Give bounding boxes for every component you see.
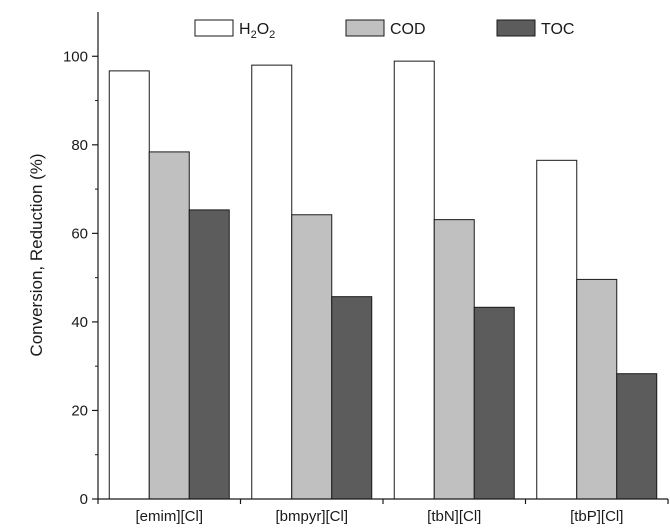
y-tick-label: 100 <box>63 48 88 65</box>
bar-toc-3 <box>474 307 514 499</box>
bar-h2o2-2 <box>252 65 292 499</box>
bar-h2o2-4 <box>537 160 577 499</box>
x-category-label: [bmpyr][Cl] <box>275 508 348 525</box>
y-tick-label: 40 <box>71 314 88 331</box>
bar-toc-4 <box>617 374 657 499</box>
bar-h2o2-1 <box>109 71 149 499</box>
x-category-label: [tbN][Cl] <box>427 508 481 525</box>
legend-swatch-cod <box>346 20 384 36</box>
bar-cod-3 <box>434 220 474 499</box>
y-tick-label: 80 <box>71 137 88 154</box>
legend-label-h2o2: H2O2 <box>239 21 275 41</box>
bar-toc-2 <box>332 297 372 499</box>
legend-label-toc: TOC <box>541 21 574 38</box>
legend-swatch-toc <box>497 20 535 36</box>
bar-cod-4 <box>577 279 617 499</box>
bar-cod-1 <box>149 152 189 499</box>
bar-toc-1 <box>189 210 229 499</box>
legend-swatch-h2o2 <box>195 20 233 36</box>
x-category-label: [emim][Cl] <box>136 508 204 525</box>
x-category-label: [tbP][Cl] <box>570 508 623 525</box>
y-axis-title: Conversion, Reduction (%) <box>27 153 46 356</box>
bars-layer <box>109 61 657 499</box>
bar-cod-2 <box>292 215 332 499</box>
legend: H2O2 COD TOC <box>195 20 574 41</box>
y-tick-label: 0 <box>80 491 88 508</box>
y-tick-label: 60 <box>71 225 88 242</box>
legend-label-cod: COD <box>390 21 426 38</box>
bar-h2o2-3 <box>394 61 434 499</box>
y-tick-label: 20 <box>71 402 88 419</box>
